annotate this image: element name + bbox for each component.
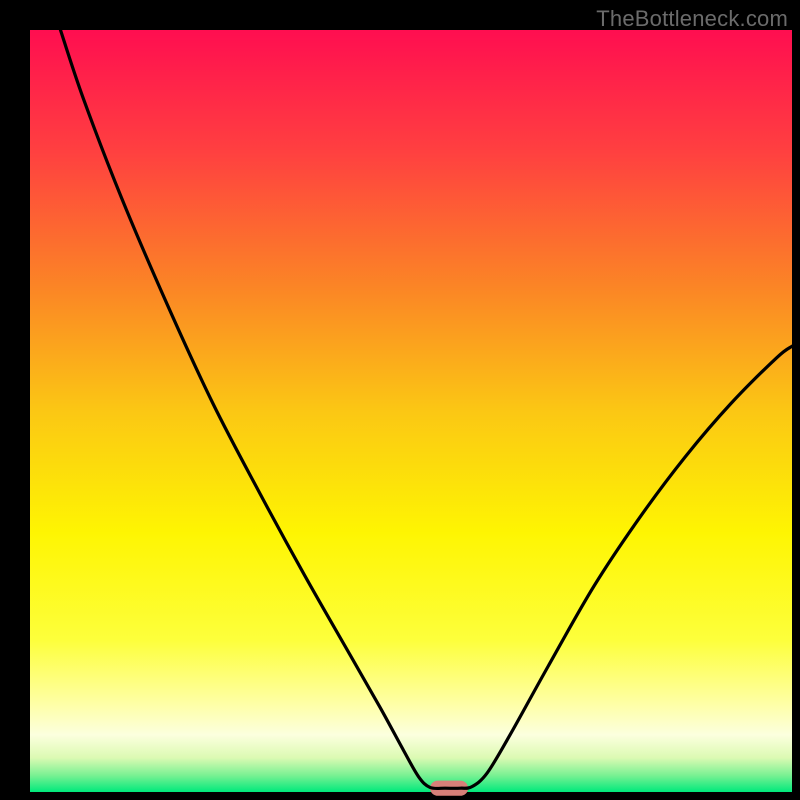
bottleneck-chart xyxy=(0,0,800,800)
chart-container: TheBottleneck.com xyxy=(0,0,800,800)
watermark-text: TheBottleneck.com xyxy=(596,6,788,32)
chart-plot-area xyxy=(30,30,792,792)
